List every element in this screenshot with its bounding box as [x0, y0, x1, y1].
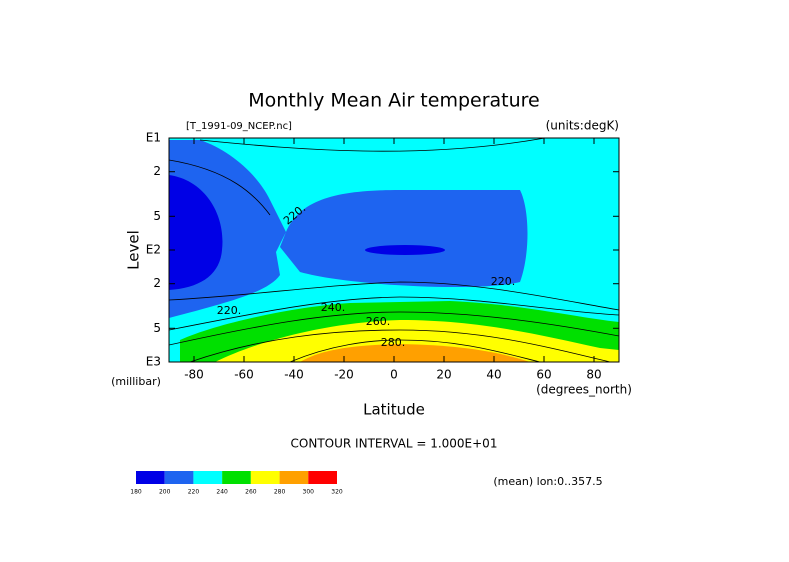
x-tick-label: -80 — [184, 368, 204, 382]
contour-line — [289, 339, 541, 362]
y-tick-label: E1 — [146, 131, 161, 145]
contour-line — [199, 138, 546, 152]
colorbar-box — [279, 471, 309, 484]
file-label: [T_1991-09_NCEP.nc] — [186, 121, 292, 132]
plot-area: -80 -60 -40 -20 0 20 40 60 80 E1 2 5 E2 2 5 E3 220. 220. 2… — [146, 131, 620, 382]
colorbar-label: 320 — [331, 489, 343, 496]
colorbar-label: 280 — [274, 489, 286, 496]
units-label: (units:degK) — [546, 119, 619, 133]
y-axis-label: Level — [125, 230, 143, 270]
x-tick-label: 40 — [486, 368, 501, 382]
x-tick-label: -40 — [284, 368, 304, 382]
contour-label: 260. — [366, 315, 391, 328]
y-tick-label: 5 — [153, 321, 161, 335]
contour-line — [169, 296, 619, 331]
x-tick-label: 60 — [536, 368, 551, 382]
y-tick-label: E3 — [146, 355, 161, 369]
contour-line — [169, 281, 619, 311]
colorbar-box — [164, 471, 194, 484]
colorbar-label: 220 — [188, 489, 200, 496]
y-unit-label: (millibar) — [111, 375, 161, 388]
contour-label: 240. — [321, 301, 346, 314]
contour-region — [365, 245, 445, 255]
contour-label: 220. — [217, 304, 242, 317]
chart-title: Monthly Mean Air temperature — [248, 90, 539, 112]
colorbar-box — [250, 471, 280, 484]
mean-label: (mean) lon:0..357.5 — [493, 475, 602, 488]
contour-fills — [169, 138, 619, 362]
x-tick-label: -20 — [334, 368, 354, 382]
interval-label: CONTOUR INTERVAL = 1.000E+01 — [291, 437, 498, 451]
contour-label: 220. — [491, 275, 516, 288]
contour-line — [189, 329, 611, 362]
y-tick-label: 2 — [153, 276, 161, 290]
x-tick-label: -60 — [234, 368, 254, 382]
colorbar-box — [193, 471, 223, 484]
x-unit-label: (degrees_north) — [536, 383, 632, 397]
x-axis-label: Latitude — [363, 401, 425, 419]
x-tick-label: 0 — [390, 368, 398, 382]
y-tick-label: 5 — [153, 209, 161, 223]
colorbar-label: 300 — [303, 489, 315, 496]
contour-line — [169, 311, 619, 346]
colorbar-box — [136, 471, 165, 484]
contour-label: 280. — [381, 336, 406, 349]
y-tick-label: 2 — [153, 164, 161, 178]
x-tick-label: 20 — [436, 368, 451, 382]
colorbar-label: 240 — [216, 489, 228, 496]
contour-region — [169, 140, 528, 318]
y-tick-label: E2 — [146, 243, 161, 257]
contour-region — [215, 320, 619, 362]
x-tick-label: 80 — [586, 368, 601, 382]
contour-region — [300, 344, 530, 362]
colorbar-label: 200 — [159, 489, 171, 496]
colorbar-box — [222, 471, 251, 484]
contour-line — [169, 159, 271, 216]
contour-region — [169, 175, 223, 290]
colorbar-label: 180 — [130, 489, 142, 496]
colorbar-label: 260 — [245, 489, 257, 496]
colorbar-box — [308, 471, 337, 484]
